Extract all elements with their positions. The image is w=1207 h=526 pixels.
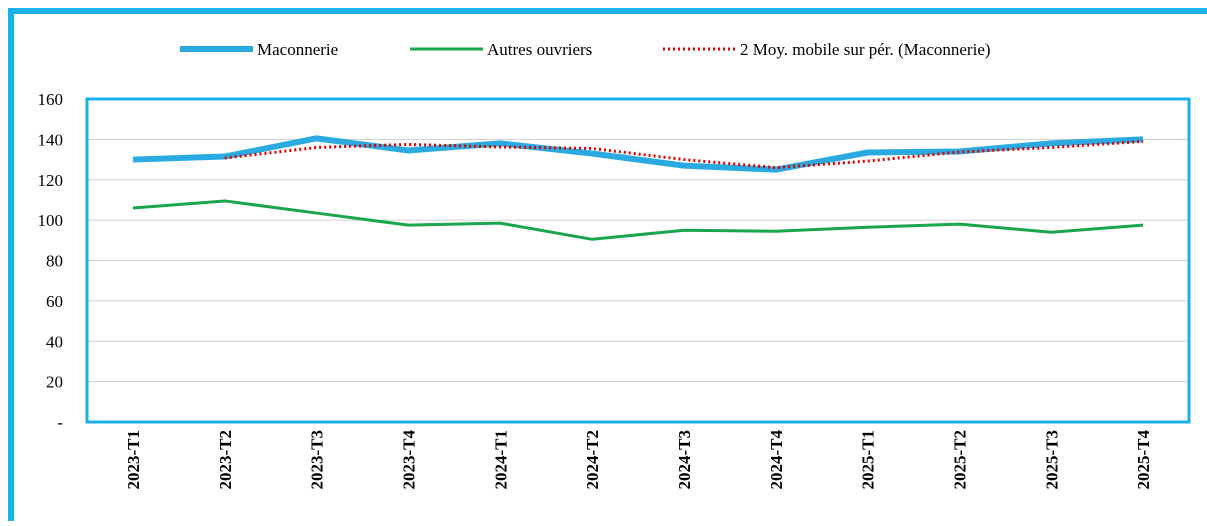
y-tick-label: 60	[46, 292, 63, 311]
legend-label: Maconnerie	[257, 40, 338, 59]
x-tick-label: 2023-T2	[216, 430, 235, 490]
y-tick-label: -	[57, 413, 63, 432]
x-tick-label: 2023-T4	[399, 430, 418, 490]
x-tick-label: 2025-T4	[1134, 430, 1153, 490]
x-tick-label: 2024-T3	[675, 430, 694, 490]
x-tick-label: 2024-T4	[767, 430, 786, 490]
series-line	[132, 199, 1144, 241]
x-tick-label: 2024-T2	[583, 430, 602, 490]
y-tick-label: 120	[38, 171, 64, 190]
series-line	[224, 139, 1144, 170]
y-tick-label: 140	[38, 130, 64, 149]
y-tick-label: 160	[38, 90, 64, 109]
x-tick-label: 2025-T1	[859, 430, 878, 490]
y-tick-label: 20	[46, 373, 63, 392]
series-line	[132, 135, 1144, 173]
x-tick-label: 2024-T1	[491, 430, 510, 490]
legend-label: 2 Moy. mobile sur pér. (Maconnerie)	[740, 40, 991, 59]
y-tick-label: 40	[46, 332, 63, 351]
plot-border	[85, 97, 1191, 424]
y-tick-label: 100	[38, 211, 64, 230]
x-tick-label: 2023-T3	[308, 430, 327, 490]
x-tick-label: 2025-T2	[950, 430, 969, 490]
legend-label: Autres ouvriers	[487, 40, 592, 59]
y-tick-label: 80	[46, 252, 63, 271]
x-tick-label: 2025-T3	[1042, 430, 1061, 490]
x-tick-label: 2023-T1	[124, 430, 143, 490]
